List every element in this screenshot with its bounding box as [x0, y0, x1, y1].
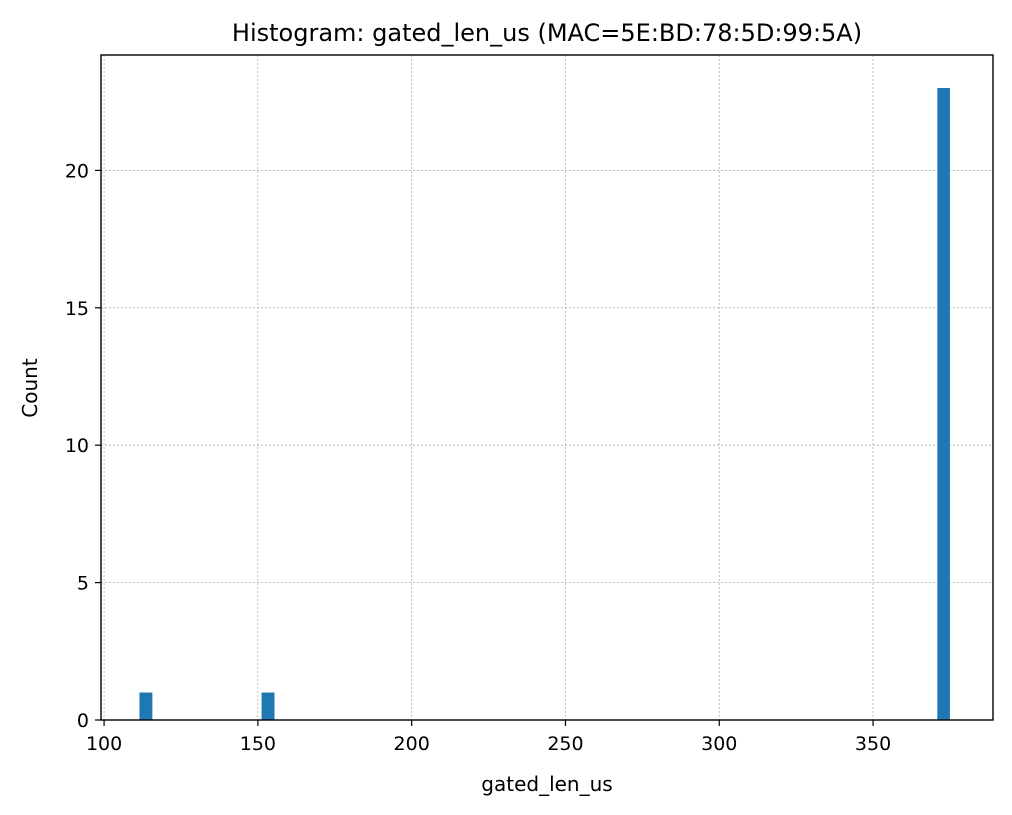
x-tick-label: 150	[240, 733, 276, 755]
histogram-bar	[261, 692, 275, 720]
y-tick-label: 20	[65, 160, 89, 182]
x-axis-label: gated_len_us	[481, 772, 612, 796]
x-axis-ticks: 100 150 200 250 300 350	[86, 720, 891, 755]
y-tick-label: 5	[77, 573, 89, 595]
bars-layer	[139, 87, 950, 720]
x-tick-label: 300	[701, 733, 737, 755]
y-tick-label: 10	[65, 435, 89, 457]
x-tick-label: 200	[394, 733, 430, 755]
x-tick-label: 250	[547, 733, 583, 755]
plot-frame	[100, 54, 994, 721]
y-tick-label: 15	[65, 298, 89, 320]
y-tick-label: 0	[77, 710, 89, 732]
x-tick-label: 350	[855, 733, 891, 755]
y-axis-ticks: 0 5 10 15 20	[65, 160, 101, 732]
y-axis-label: Count	[18, 358, 42, 418]
chart-title: Histogram: gated_len_us (MAC=5E:BD:78:5D…	[232, 19, 862, 47]
histogram-bar	[139, 692, 153, 720]
grid-layer	[101, 55, 993, 721]
x-tick-label: 100	[86, 733, 122, 755]
histogram-bar	[937, 87, 950, 720]
